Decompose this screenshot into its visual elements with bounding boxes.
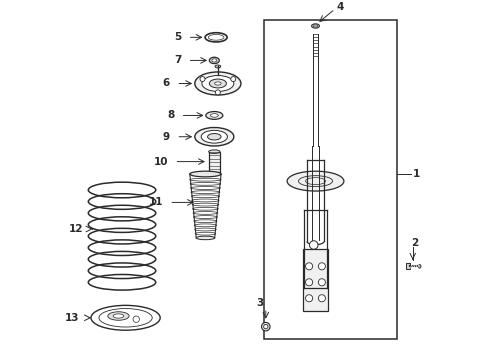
- Ellipse shape: [194, 127, 233, 146]
- Circle shape: [215, 90, 220, 95]
- Ellipse shape: [263, 324, 267, 329]
- Circle shape: [133, 316, 139, 323]
- Ellipse shape: [202, 76, 233, 91]
- Circle shape: [200, 77, 204, 81]
- Ellipse shape: [210, 114, 218, 117]
- Ellipse shape: [205, 112, 223, 120]
- Bar: [303, 248, 327, 311]
- Bar: [264, 19, 396, 339]
- Text: 11: 11: [148, 197, 163, 207]
- Ellipse shape: [214, 82, 221, 85]
- Text: 1: 1: [412, 169, 420, 179]
- Text: 8: 8: [166, 111, 174, 121]
- Text: 9: 9: [163, 132, 170, 142]
- Ellipse shape: [417, 265, 420, 268]
- Ellipse shape: [189, 171, 221, 177]
- Bar: [208, 152, 220, 171]
- Ellipse shape: [261, 323, 269, 331]
- Text: 13: 13: [65, 313, 80, 323]
- Ellipse shape: [108, 312, 129, 320]
- Ellipse shape: [286, 171, 343, 191]
- Text: 10: 10: [153, 157, 168, 167]
- Text: 6: 6: [163, 78, 170, 89]
- Ellipse shape: [211, 59, 216, 62]
- Text: 5: 5: [174, 32, 181, 42]
- Text: 3: 3: [256, 297, 263, 307]
- Circle shape: [318, 279, 325, 286]
- Ellipse shape: [311, 24, 319, 28]
- Ellipse shape: [91, 305, 160, 330]
- Text: 2: 2: [410, 238, 418, 248]
- Ellipse shape: [208, 150, 220, 153]
- Ellipse shape: [215, 65, 220, 68]
- Circle shape: [305, 279, 312, 286]
- Circle shape: [318, 295, 325, 302]
- Ellipse shape: [194, 72, 241, 95]
- Circle shape: [309, 241, 317, 249]
- Circle shape: [305, 295, 312, 302]
- Ellipse shape: [196, 236, 214, 240]
- Ellipse shape: [207, 134, 221, 140]
- Text: 12: 12: [69, 224, 83, 234]
- Text: 7: 7: [174, 55, 181, 66]
- Circle shape: [318, 263, 325, 270]
- Text: 4: 4: [336, 2, 344, 12]
- Ellipse shape: [201, 130, 227, 143]
- Bar: [405, 264, 409, 269]
- Ellipse shape: [209, 57, 219, 64]
- Circle shape: [230, 77, 235, 81]
- Ellipse shape: [113, 314, 123, 318]
- Ellipse shape: [209, 79, 226, 88]
- Circle shape: [305, 263, 312, 270]
